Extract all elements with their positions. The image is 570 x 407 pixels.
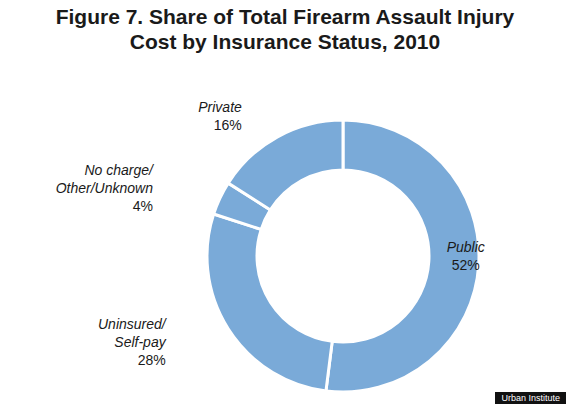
source: Urban Institute (495, 392, 566, 404)
value-label: 52% (452, 257, 480, 273)
slices (207, 120, 479, 392)
slice (326, 120, 479, 392)
slice (228, 120, 343, 210)
chart: Figure 7. Share of Total Firearm Assault… (0, 0, 570, 407)
labels: Public 52% Uninsured/Self-pay 28% No charge/… (56, 99, 485, 368)
slice (207, 214, 332, 391)
plot: Public 52% Uninsured/Self-pay 28% No charge/… (0, 0, 570, 407)
value-label: 16% (214, 117, 242, 133)
slice-label: Public (447, 239, 485, 255)
title: Figure 7. Share of Total Firearm Assault… (45, 4, 525, 54)
slice-label: Private (198, 99, 242, 115)
value-label: 4% (133, 198, 153, 214)
value-label: 28% (138, 352, 166, 368)
slice-label: Uninsured/Self-pay (98, 316, 168, 350)
slice-label: No charge/Other/Unknown (56, 162, 155, 196)
